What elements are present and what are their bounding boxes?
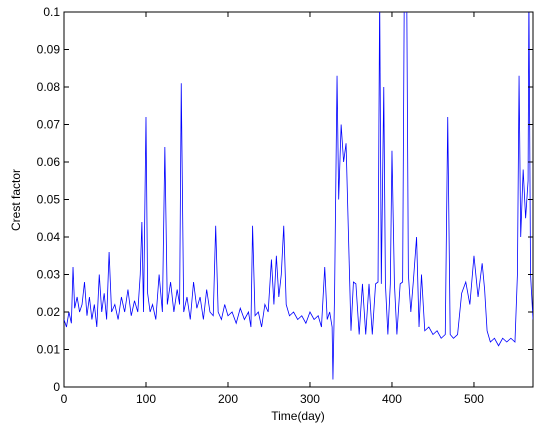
y-tick-label: 0.09 [37, 43, 61, 57]
y-tick-label: 0.03 [37, 268, 61, 282]
x-tick-label: 400 [382, 392, 402, 406]
y-tick-label: 0.05 [37, 193, 61, 207]
x-tick-label: 0 [61, 392, 68, 406]
y-tick-label: 0.1 [43, 5, 60, 19]
x-tick-label: 300 [300, 392, 320, 406]
plot-area [64, 12, 533, 380]
y-tick-label: 0.06 [37, 155, 61, 169]
x-axis-label: Time(day) [271, 409, 325, 423]
y-tick-label: 0.02 [37, 305, 61, 319]
plot-box [63, 11, 534, 388]
y-tick-label: 0.08 [37, 80, 61, 94]
x-tick-label: 500 [464, 392, 484, 406]
y-tick-label: 0 [53, 380, 60, 394]
y-axis-label: Crest factor [9, 169, 23, 231]
data-line [64, 12, 533, 380]
y-tick-label: 0.01 [37, 343, 61, 357]
x-tick-label: 100 [136, 392, 156, 406]
y-tick-label: 0.04 [37, 230, 61, 244]
x-tick-label: 200 [218, 392, 238, 406]
y-tick-label: 0.07 [37, 118, 61, 132]
